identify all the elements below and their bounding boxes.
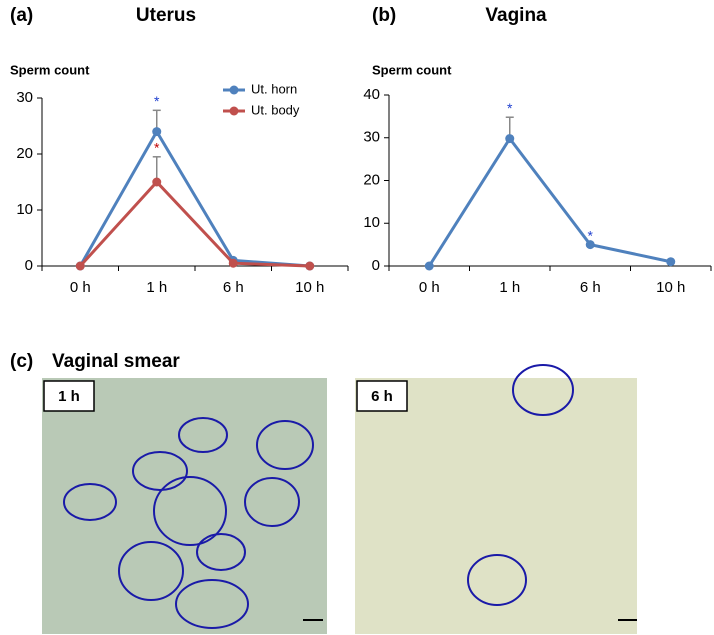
circle (244, 477, 300, 527)
y-tick-label: 10 (363, 214, 380, 231)
legend-marker (229, 85, 239, 95)
image-label: 6 h (371, 388, 393, 405)
chart-title: Uterus (136, 5, 196, 26)
significance: * (154, 93, 160, 109)
point (75, 261, 85, 271)
x-tick-label: 6 h (580, 279, 601, 296)
circle (196, 533, 246, 571)
legend-marker (229, 106, 239, 116)
micrograph: 1 h (42, 378, 327, 634)
circle (175, 579, 249, 629)
legend-label: Ut. horn (251, 81, 297, 96)
y-axis-label: Sperm count (372, 62, 452, 77)
significance: * (507, 100, 513, 116)
point (666, 257, 676, 267)
y-axis-label: Sperm count (10, 62, 90, 77)
image-label: 1 h (58, 388, 80, 405)
circle (118, 541, 184, 601)
panel-title: Vaginal smear (52, 351, 180, 372)
series-line (79, 179, 310, 268)
y-tick-label: 30 (16, 89, 33, 106)
x-tick-label: 1 h (499, 279, 520, 296)
circle (467, 554, 527, 606)
circle (178, 417, 228, 453)
panel-label: (c) (10, 351, 33, 372)
x-tick-label: 0 h (70, 279, 91, 296)
image-label-box (356, 380, 408, 412)
y-tick-label: 20 (16, 145, 33, 162)
circle (132, 451, 188, 491)
series-line (78, 128, 310, 268)
image-label-box (43, 380, 95, 412)
point (152, 127, 162, 137)
image (355, 378, 637, 634)
x-tick-label: 0 h (419, 279, 440, 296)
point (228, 258, 238, 268)
micrograph: 6 h (355, 364, 637, 634)
point (505, 134, 515, 144)
x-tick-label: 10 h (656, 279, 685, 296)
circle (63, 483, 117, 521)
image (42, 378, 327, 634)
y-tick-label: 0 (372, 257, 380, 274)
significance: * (588, 227, 594, 243)
panel-label: (a) (10, 5, 33, 26)
circle (512, 364, 574, 416)
chart-title: Vagina (485, 5, 547, 26)
y-tick-label: 20 (363, 171, 380, 188)
point (585, 240, 595, 250)
series-line (427, 135, 672, 267)
x-tick-label: 10 h (295, 279, 324, 296)
circle (153, 476, 227, 546)
legend-label: Ut. body (251, 102, 300, 117)
y-tick-label: 40 (363, 86, 380, 103)
panel-label: (b) (372, 5, 396, 26)
point (305, 261, 315, 271)
y-tick-label: 10 (16, 201, 33, 218)
point (424, 261, 434, 271)
y-tick-label: 30 (363, 129, 380, 146)
point (152, 177, 162, 187)
significance: * (154, 140, 160, 156)
x-tick-label: 1 h (146, 279, 167, 296)
y-tick-label: 0 (25, 257, 33, 274)
circle (256, 420, 314, 470)
x-tick-label: 6 h (223, 279, 244, 296)
